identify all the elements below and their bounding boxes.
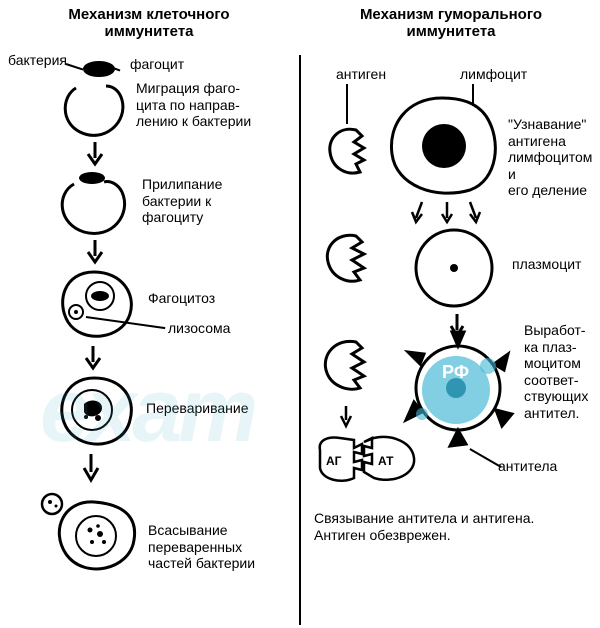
absorption-icon <box>34 486 144 578</box>
label-migration: Миграция фаго-цита по направ-лению к бак… <box>136 80 251 130</box>
phagocyte-adhesion-icon <box>54 168 132 238</box>
label-lysosome: лизосома <box>168 320 230 337</box>
watermark-text: РФ <box>442 362 469 383</box>
arrow-r2 <box>440 200 454 228</box>
bacterium-icon <box>82 60 116 78</box>
leader-bacteria <box>66 63 84 70</box>
label-ag: АГ <box>326 454 341 468</box>
label-phagocyte: фагоцит <box>130 56 184 73</box>
bg-watermark: exam <box>40 360 254 463</box>
label-antibody-prod: Выработ-ка плаз-моцитомсоответ-ствующиха… <box>524 322 588 421</box>
arrow-r1 <box>410 200 426 228</box>
arrow-r5 <box>338 404 354 430</box>
label-lymphocyte: лимфоцит <box>460 66 527 83</box>
caption: Связывание антитела и антигена.Антиген о… <box>314 510 594 544</box>
label-bacteria: бактерия <box>8 52 67 69</box>
arrow-1 <box>84 140 106 170</box>
plasmocyte-icon <box>410 226 500 310</box>
phagocyte-open-icon <box>58 78 130 140</box>
left-column: Механизм клеточногоиммунитета бактерия ф… <box>0 0 298 628</box>
label-antibodies: антитела <box>498 458 557 475</box>
label-antigen: антиген <box>336 66 386 83</box>
arrow-r3 <box>466 200 482 228</box>
right-column: Механизм гуморальногоиммунитета антиген … <box>302 0 600 628</box>
left-title: Механизм клеточногоиммунитета <box>0 0 298 43</box>
antigen-1-icon <box>320 124 374 180</box>
leader-antigen <box>346 84 348 124</box>
phagocytosis-icon <box>52 266 136 342</box>
label-absorption: Всасываниепереваренныхчастей бактерии <box>148 522 255 572</box>
label-phagocytosis: Фагоцитоз <box>148 290 215 307</box>
label-adhesion: Прилипаниебактерии кфагоциту <box>142 176 222 226</box>
label-recognition: "Узнавание"антигеналимфоцитом иего делен… <box>508 116 600 199</box>
label-at: АТ <box>378 454 393 468</box>
right-title: Механизм гуморальногоиммунитета <box>302 0 600 43</box>
lymphocyte-icon <box>382 92 502 204</box>
column-divider <box>299 55 301 625</box>
antigen-3-icon <box>316 336 374 396</box>
antigen-2-icon <box>318 230 374 288</box>
arrow-2 <box>84 238 106 268</box>
label-plasmocyte: плазмоцит <box>512 256 581 273</box>
leader-antibodies <box>470 448 502 467</box>
